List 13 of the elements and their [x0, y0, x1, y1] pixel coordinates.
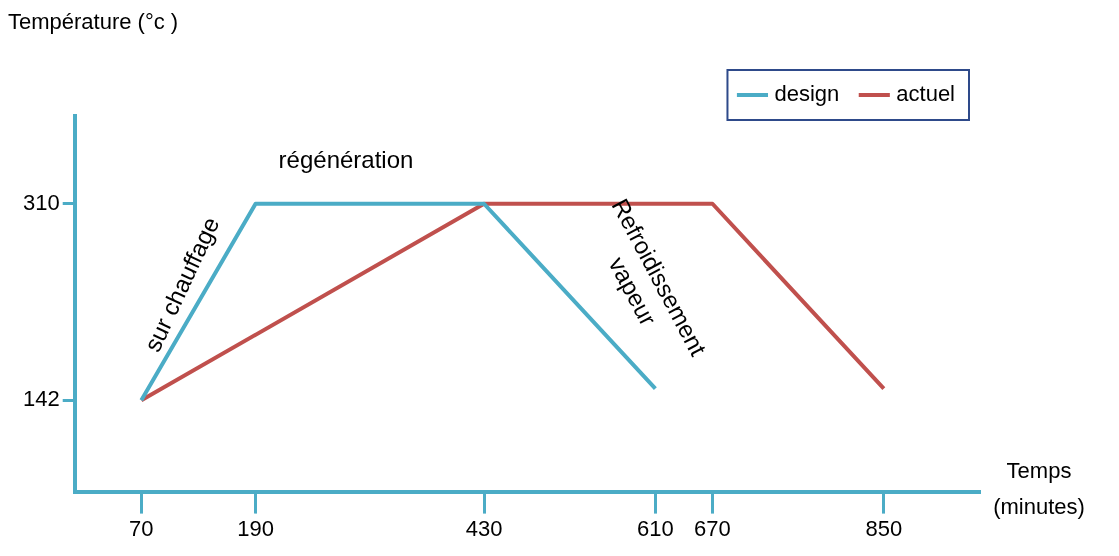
- x-axis-title: Temps (minutes): [993, 457, 1085, 519]
- x-tick-label: 850: [865, 515, 903, 541]
- x-tick-label: 190: [237, 515, 274, 541]
- y-tick-label: 310: [22, 189, 60, 215]
- legend-label: actuel: [896, 81, 956, 107]
- x-tick-label: 610: [637, 515, 674, 541]
- x-tick-label: 70: [129, 515, 154, 541]
- x-tick-label: 430: [465, 515, 503, 541]
- x-tick-label: 670: [694, 515, 731, 541]
- annotation: régénération: [278, 145, 414, 173]
- y-axis-title: Température (°c ): [8, 9, 179, 35]
- legend-label: design: [774, 81, 840, 107]
- y-tick-label: 142: [22, 386, 60, 412]
